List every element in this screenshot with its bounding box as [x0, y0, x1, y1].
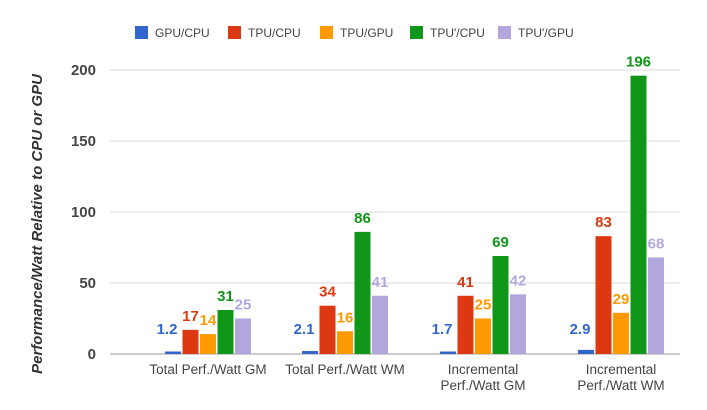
data-label: 69 — [492, 234, 509, 251]
x-category-label: Perf./Watt GM — [440, 378, 525, 393]
bar — [630, 75, 647, 355]
bar — [613, 312, 629, 354]
x-category-label: Incremental — [448, 362, 519, 377]
y-tick-label: 150 — [71, 133, 96, 150]
bar — [354, 231, 371, 354]
data-label: 34 — [319, 284, 336, 301]
bar — [302, 351, 318, 354]
bars — [165, 75, 664, 355]
bar — [235, 318, 251, 354]
data-label: 42 — [510, 272, 527, 289]
y-tick-label: 50 — [79, 275, 96, 292]
y-axis-label: Performance/Watt Relative to CPU or GPU — [29, 73, 46, 374]
legend-label: TPU'/CPU — [430, 26, 485, 40]
bar — [319, 305, 336, 354]
bar — [372, 295, 388, 354]
x-category-label: Perf./Watt WM — [577, 378, 664, 393]
data-label: 1.2 — [157, 321, 178, 338]
bar — [182, 329, 199, 354]
legend-label: TPU/GPU — [340, 26, 393, 40]
legend-swatch — [498, 26, 511, 39]
data-label: 17 — [182, 308, 199, 325]
bar — [337, 331, 353, 354]
legend-swatch — [320, 26, 333, 39]
bar — [200, 334, 216, 354]
y-tick-label: 100 — [71, 204, 96, 221]
bar — [457, 295, 474, 354]
bar — [578, 349, 594, 354]
bar — [492, 256, 509, 354]
data-label: 1.7 — [432, 321, 453, 338]
x-category-label: Total Perf./Watt GM — [149, 362, 266, 377]
bar — [165, 351, 181, 354]
data-label: 41 — [372, 274, 389, 291]
data-label: 86 — [354, 210, 371, 227]
data-label: 31 — [217, 288, 234, 305]
data-label: 41 — [457, 274, 474, 291]
legend: GPU/CPU TPU/CPU TPU/GPU TPU'/CPU TPU'/GPU — [135, 26, 574, 40]
legend-label: TPU/CPU — [248, 26, 301, 40]
legend-swatch — [410, 26, 423, 39]
legend-label: TPU'/GPU — [518, 26, 574, 40]
data-label: 25 — [235, 297, 252, 314]
x-category-label: Incremental — [586, 362, 657, 377]
legend-swatch — [228, 26, 241, 39]
bar — [595, 236, 612, 354]
data-label: 16 — [337, 309, 354, 326]
data-label: 83 — [595, 214, 612, 231]
data-label: 14 — [200, 312, 217, 329]
bar — [475, 318, 491, 354]
data-label: 25 — [475, 297, 492, 314]
legend-swatch — [135, 26, 148, 39]
legend-label: GPU/CPU — [155, 26, 210, 40]
bar — [440, 351, 456, 354]
data-label: 29 — [613, 291, 630, 308]
data-label: 2.1 — [294, 321, 315, 338]
x-category-label: Total Perf./Watt WM — [285, 362, 405, 377]
data-label: 2.9 — [570, 321, 591, 338]
y-tick-label: 200 — [71, 62, 96, 79]
x-axis-categories: Total Perf./Watt GM Total Perf./Watt WM In… — [149, 362, 664, 393]
bar — [510, 294, 526, 354]
data-label: 68 — [648, 235, 665, 252]
y-tick-label: 0 — [88, 346, 96, 363]
bar — [648, 257, 664, 354]
bar — [217, 309, 234, 354]
data-label: 196 — [626, 54, 651, 71]
y-axis-ticks: 0 50 100 150 200 — [71, 62, 96, 363]
